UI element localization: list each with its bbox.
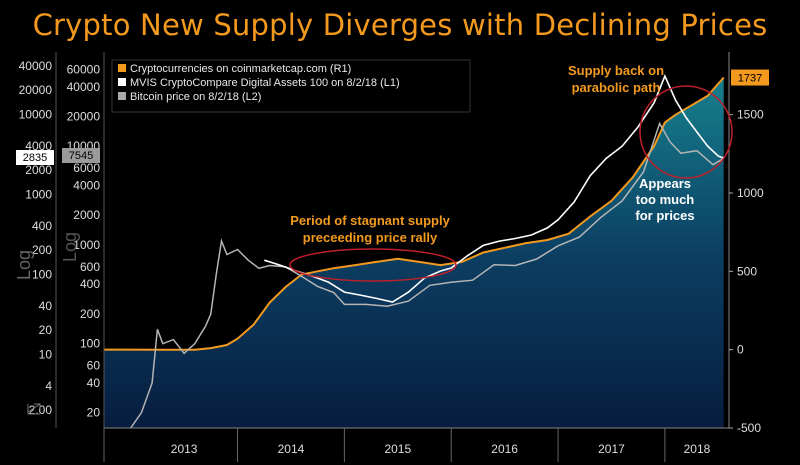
left2-tick-label-200: 200 bbox=[80, 307, 100, 321]
right-tick-label-1500: 1500 bbox=[737, 108, 764, 122]
left1-tick-label-10: 10 bbox=[39, 347, 53, 361]
x-tick-label-2017: 2017 bbox=[598, 442, 625, 456]
annotation-supply-back-2: parabolic path bbox=[572, 80, 661, 95]
left2-axis-title: Log bbox=[60, 232, 80, 262]
legend-swatch-1 bbox=[118, 64, 126, 72]
supply-area bbox=[104, 77, 724, 428]
left2-tick-label-100: 100 bbox=[80, 337, 100, 351]
left2-tick-label-2000: 2000 bbox=[73, 208, 100, 222]
bitcoin-price-line bbox=[130, 121, 725, 429]
right-tick-label-500: 500 bbox=[737, 264, 757, 278]
left1-tick-label-200: 200 bbox=[32, 243, 52, 257]
left1-tick-label-1000: 1000 bbox=[25, 187, 52, 201]
x-tick-label-2014: 2014 bbox=[278, 442, 305, 456]
highlight-ellipse-stagnant bbox=[289, 248, 457, 282]
left1-tick-label-4: 4 bbox=[45, 379, 52, 393]
chart-title: Crypto New Supply Diverges with Declinin… bbox=[32, 8, 768, 42]
left2-tick-label-40000: 40000 bbox=[67, 80, 101, 94]
left1-tick-label-40: 40 bbox=[39, 299, 53, 313]
x-tick-label-2018: 2018 bbox=[684, 442, 711, 456]
highlight-circle-parabolic bbox=[639, 85, 733, 179]
supply-area-fill bbox=[104, 77, 724, 428]
left1-tick-label-100: 100 bbox=[32, 267, 52, 281]
axes: 2013 2014 2015 2016 2017 2018 1500 1000 500 0 -500… bbox=[14, 52, 769, 462]
left1-tick-label-20000: 20000 bbox=[19, 83, 53, 97]
last-value-r1-label: 1737 bbox=[738, 73, 762, 85]
expand-icon bbox=[27, 403, 41, 415]
annotations: Supply back on parabolic path Period of st… bbox=[289, 63, 733, 282]
left1-tick-label-400: 400 bbox=[32, 219, 52, 233]
last-value-l1-label: 2835 bbox=[23, 152, 47, 164]
legend-swatch-3 bbox=[118, 92, 126, 100]
annotation-supply-back-1: Supply back on bbox=[568, 63, 664, 78]
legend-label-2: MVIS CryptoCompare Digital Assets 100 on… bbox=[130, 77, 400, 89]
last-value-l2-label: 7545 bbox=[69, 150, 93, 162]
left2-tick-label-6000: 6000 bbox=[73, 161, 100, 175]
annotation-stagnant-2: preceeding price rally bbox=[303, 230, 438, 245]
legend-label-1: Cryptocurrencies on coinmarketcap.com (R… bbox=[130, 63, 351, 75]
x-tick-label-2016: 2016 bbox=[491, 442, 518, 456]
left1-tick-label-10000: 10000 bbox=[19, 107, 53, 121]
legend-swatch-2 bbox=[118, 78, 126, 86]
left1-tick-label-40000: 40000 bbox=[19, 59, 53, 73]
x-tick-label-2013: 2013 bbox=[171, 442, 198, 456]
left2-tick-label-40: 40 bbox=[87, 376, 101, 390]
left2-tick-label-60000: 60000 bbox=[67, 62, 101, 76]
right-tick-label--500: -500 bbox=[737, 421, 761, 435]
legend-box bbox=[111, 59, 471, 113]
left2-tick-label-1000: 1000 bbox=[73, 238, 100, 252]
left2-tick-label-20000: 20000 bbox=[67, 109, 101, 123]
series-lines bbox=[103, 74, 725, 429]
annotation-stagnant-1: Period of stagnant supply bbox=[290, 213, 450, 228]
left2-tick-label-20: 20 bbox=[87, 406, 101, 420]
left2-tick-label-600: 600 bbox=[80, 260, 100, 274]
last-value-r1-box bbox=[731, 69, 769, 86]
left1-tick-label-2000: 2000 bbox=[25, 163, 52, 177]
annotation-appears-3: for prices bbox=[635, 208, 694, 223]
last-value-l1-box bbox=[16, 150, 54, 165]
legend: Cryptocurrencies on coinmarketcap.com (R… bbox=[111, 59, 471, 113]
left1-axis-title: Log bbox=[14, 250, 34, 280]
left1-tick-label-20: 20 bbox=[39, 323, 53, 337]
left2-tick-label-400: 400 bbox=[80, 277, 100, 291]
mvis-index-line bbox=[264, 74, 724, 303]
left2-tick-label-4000: 4000 bbox=[73, 179, 100, 193]
right-tick-label-1000: 1000 bbox=[737, 186, 764, 200]
annotation-appears-1: Appears bbox=[639, 176, 691, 191]
x-tick-label-2015: 2015 bbox=[384, 442, 411, 456]
legend-label-3: Bitcoin price on 8/2/18 (L2) bbox=[130, 91, 261, 103]
right-tick-label-0: 0 bbox=[737, 343, 744, 357]
last-value-l2-box bbox=[62, 148, 100, 163]
left1-tick-label-4000: 4000 bbox=[25, 139, 52, 153]
annotation-appears-2: too much bbox=[636, 192, 695, 207]
left2-tick-label-60: 60 bbox=[87, 359, 101, 373]
